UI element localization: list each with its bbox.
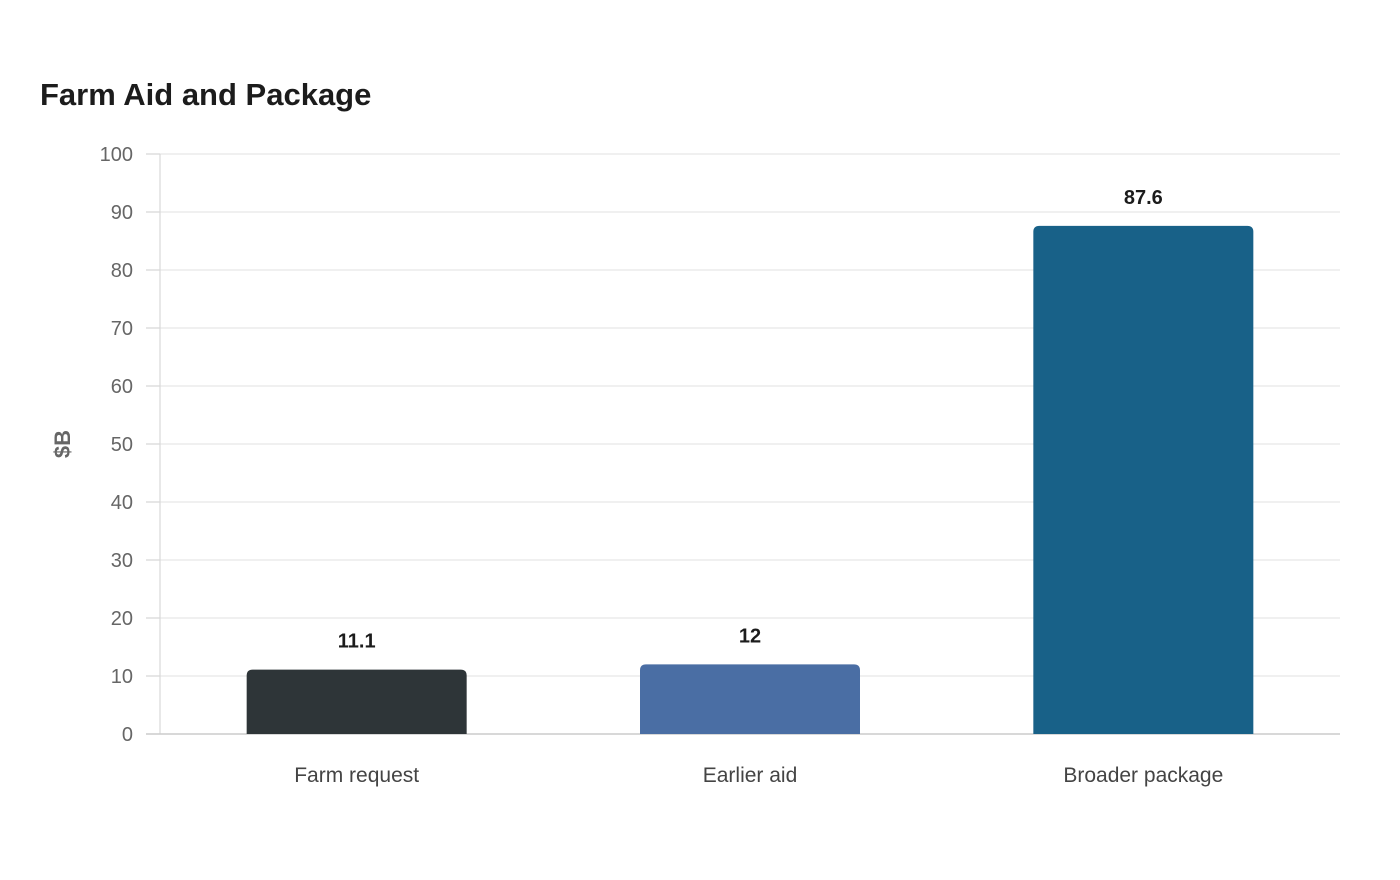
x-tick-label: Earlier aid (703, 764, 798, 787)
bar-value-label: 87.6 (1124, 187, 1163, 209)
bar-farm-request (246, 669, 467, 734)
x-tick-label: Broader package (1063, 764, 1223, 787)
chart-title: Farm Aid and Package (40, 77, 372, 112)
labels: 11.1 Farm request 12 Earlier aid 87.6 Broader… (294, 187, 1223, 787)
bars (246, 225, 1254, 735)
y-tick-label: 30 (111, 550, 133, 572)
y-tick-label: 50 (111, 434, 133, 456)
bar-value-label: 11.1 (338, 631, 376, 653)
bar-earlier-aid (640, 664, 860, 734)
bar-value-label: 12 (739, 625, 761, 647)
y-axis-title: $B (50, 430, 75, 458)
y-tick-label: 40 (111, 492, 133, 514)
y-tick-label: 0 (122, 724, 133, 746)
y-tick-label: 70 (111, 318, 133, 340)
y-tick-label: 100 (100, 144, 133, 166)
y-tick-label: 10 (111, 666, 133, 688)
y-tick-label: 60 (111, 376, 133, 398)
x-tick-label: Farm request (294, 764, 419, 787)
y-tick-label: 80 (111, 260, 133, 282)
bar-broader-package (1033, 225, 1254, 735)
y-tick-label: 20 (111, 608, 133, 630)
y-tick-label: 90 (111, 202, 133, 224)
